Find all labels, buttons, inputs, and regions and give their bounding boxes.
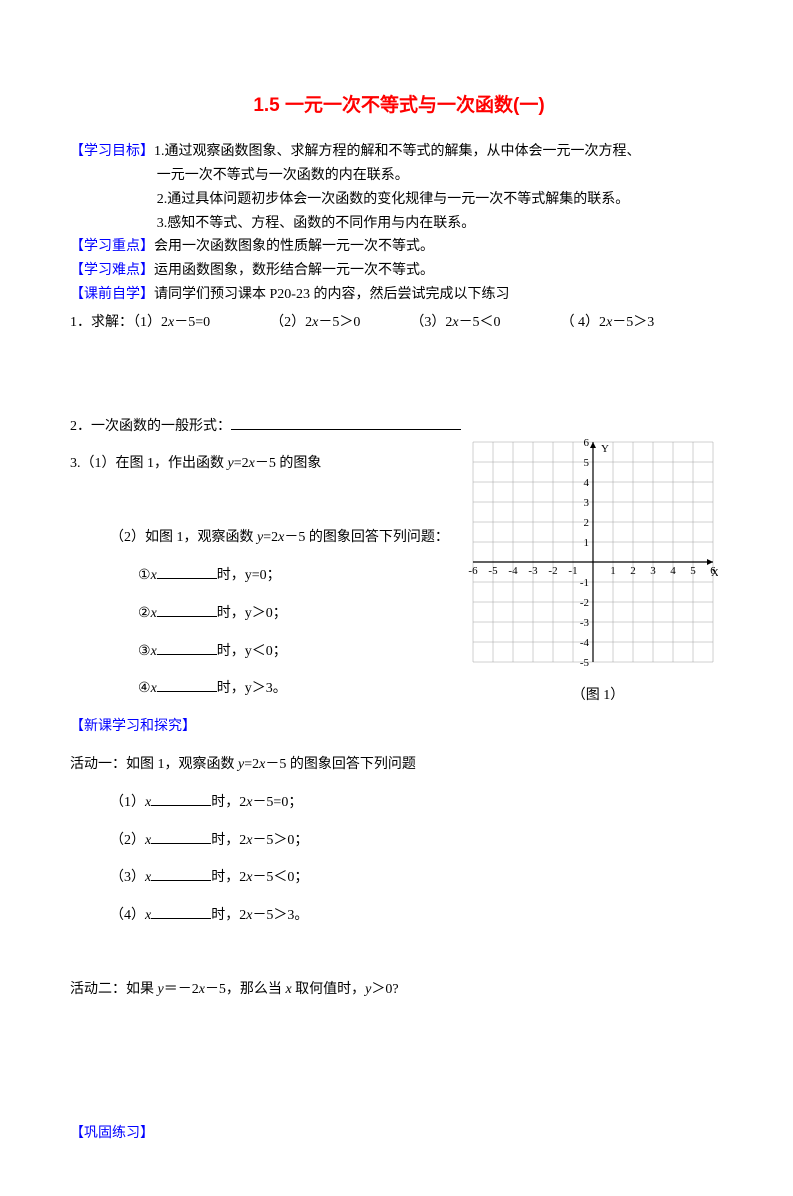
svg-text:-6: -6 — [468, 565, 478, 577]
objective-text-1: 1.通过观察函数图象、求解方程的解和不等式的解集，从中体会一元一次方程、 — [154, 144, 641, 159]
objective-line1b: 一元一次不等式与一次函数的内在联系。 — [70, 164, 728, 188]
svg-text:2: 2 — [584, 517, 590, 529]
svg-text:-2: -2 — [580, 597, 589, 609]
svg-text:-2: -2 — [548, 565, 557, 577]
difficulty-line: 【学习难点】运用函数图象，数形结合解一元一次不等式。 — [70, 259, 728, 283]
q3-2-4: ④x时，y＞3。 — [70, 677, 458, 701]
prestudy-label: 【课前自学】 — [70, 287, 154, 302]
blank-a1-1[interactable] — [151, 791, 211, 806]
svg-text:-3: -3 — [528, 565, 538, 577]
act1-head: 活动一：如图 1，观察函数 y=2x－5 的图象回答下列问题 — [70, 753, 728, 777]
svg-text:-4: -4 — [508, 565, 518, 577]
svg-text:1: 1 — [584, 537, 590, 549]
difficulty-text: 运用函数图象，数形结合解一元一次不等式。 — [154, 263, 434, 278]
q2-blank[interactable] — [231, 415, 461, 430]
q1-line: 1．求解：（1）2x－5=0 （2）2x－5＞0 （3）2x－5＜0 （ 4）2… — [70, 311, 728, 335]
svg-text:6: 6 — [584, 437, 590, 449]
coordinate-grid: -6-5-4-3-2-1123456-5-4-3-2-1123456XY — [468, 437, 718, 667]
svg-text:5: 5 — [584, 457, 590, 469]
prestudy-line: 【课前自学】请同学们预习课本 P20-23 的内容，然后尝试完成以下练习 — [70, 283, 728, 307]
svg-text:1: 1 — [610, 565, 616, 577]
svg-text:-1: -1 — [568, 565, 577, 577]
keypoint-text: 会用一次函数图象的性质解一元一次不等式。 — [154, 239, 434, 254]
objective-label: 【学习目标】 — [70, 144, 154, 159]
blank-3-2-1[interactable] — [157, 564, 217, 579]
q3-2-2: ②x时，y＞0； — [70, 602, 458, 626]
q3-2-1: ①x时，y=0； — [70, 564, 458, 588]
blank-a1-3[interactable] — [151, 866, 211, 881]
q3-2: （2）如图 1，观察函数 y=2x－5 的图象回答下列问题： — [70, 526, 458, 550]
svg-text:-5: -5 — [580, 657, 590, 667]
blank-3-2-3[interactable] — [157, 640, 217, 655]
act1-3: （3）x时，2x－5＜0； — [70, 866, 728, 890]
prestudy-text: 请同学们预习课本 P20-23 的内容，然后尝试完成以下练习 — [154, 287, 509, 302]
q3-1: 3.（1）在图 1，作出函数 y=2x－5 的图象 — [70, 452, 458, 476]
q3-2-3: ③x时，y＜0； — [70, 640, 458, 664]
svg-text:-5: -5 — [488, 565, 498, 577]
difficulty-label: 【学习难点】 — [70, 263, 154, 278]
objective-line1: 【学习目标】1.通过观察函数图象、求解方程的解和不等式的解集，从中体会一元一次方… — [70, 140, 728, 164]
newlesson-heading: 【新课学习和探究】 — [70, 715, 458, 739]
svg-text:-3: -3 — [580, 617, 590, 629]
svg-text:X: X — [711, 567, 718, 579]
svg-text:3: 3 — [584, 497, 590, 509]
blank-a1-2[interactable] — [151, 829, 211, 844]
svg-text:4: 4 — [670, 565, 676, 577]
svg-text:-4: -4 — [580, 637, 590, 649]
figure-caption: （图 1） — [468, 684, 728, 708]
act1-4: （4）x时，2x－5＞3。 — [70, 904, 728, 928]
objective-line3: 3.感知不等式、方程、函数的不同作用与内在联系。 — [70, 212, 728, 236]
consolidate-heading: 【巩固练习】 — [70, 1122, 728, 1146]
act2-line: 活动二：如果 y＝－2x－5，那么当 x 取何值时，y＞0? — [70, 978, 728, 1002]
q2-line: 2．一次函数的一般形式： — [70, 415, 728, 439]
act1-2: （2）x时，2x－5＞0； — [70, 829, 728, 853]
svg-text:3: 3 — [650, 565, 656, 577]
keypoint-label: 【学习重点】 — [70, 239, 154, 254]
svg-text:5: 5 — [690, 565, 696, 577]
svg-text:-1: -1 — [580, 577, 589, 589]
blank-3-2-4[interactable] — [157, 677, 217, 692]
page-title: 1.5 一元一次不等式与一次函数(一) — [70, 90, 728, 122]
blank-a1-4[interactable] — [151, 904, 211, 919]
objective-line2: 2.通过具体问题初步体会一次函数的变化规律与一元一次不等式解集的联系。 — [70, 188, 728, 212]
svg-text:Y: Y — [601, 443, 609, 455]
blank-3-2-2[interactable] — [157, 602, 217, 617]
svg-text:4: 4 — [584, 477, 590, 489]
svg-text:2: 2 — [630, 565, 636, 577]
keypoint-line: 【学习重点】会用一次函数图象的性质解一元一次不等式。 — [70, 235, 728, 259]
act1-1: （1）x时，2x－5=0； — [70, 791, 728, 815]
